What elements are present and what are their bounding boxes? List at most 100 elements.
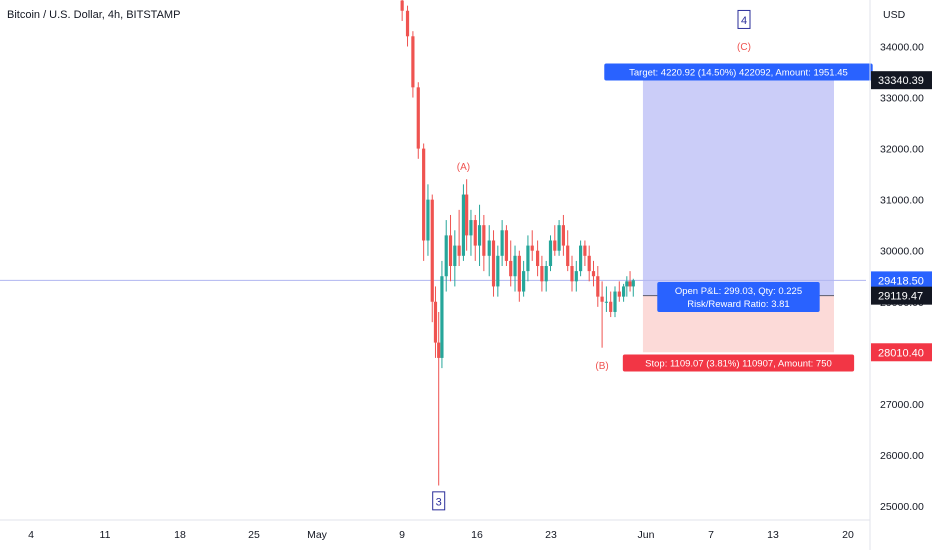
candle[interactable] (613, 286, 617, 318)
candle[interactable] (600, 281, 604, 348)
candle[interactable] (517, 250, 521, 302)
candle[interactable] (625, 276, 629, 297)
target-zone[interactable] (642, 80, 834, 296)
candle[interactable] (596, 266, 600, 307)
candle[interactable] (430, 194, 434, 323)
wave-label: (C) (737, 42, 751, 53)
candle[interactable] (566, 230, 570, 272)
stop-price-tag-text: 28010.40 (878, 347, 924, 359)
candle[interactable] (477, 204, 482, 267)
stop-label-text: Stop: 1109.07 (3.81%) 110907, Amount: 75… (645, 359, 832, 370)
stop-label-badge[interactable] (622, 354, 855, 372)
target-price-tag[interactable] (871, 71, 932, 90)
entry-price-tag[interactable] (871, 286, 932, 305)
candle[interactable] (453, 230, 457, 287)
candle[interactable] (405, 5, 410, 47)
time-tick-label: 16 (471, 529, 483, 541)
candle[interactable] (579, 240, 583, 277)
candle[interactable] (482, 214, 486, 272)
candle[interactable] (574, 260, 578, 292)
candle[interactable] (491, 230, 496, 297)
candle-body (517, 255, 521, 292)
candle[interactable] (433, 286, 438, 358)
candle[interactable] (604, 286, 608, 312)
candle[interactable] (513, 245, 517, 292)
candle[interactable] (457, 209, 461, 267)
candle[interactable] (583, 240, 587, 267)
candle[interactable] (628, 271, 632, 292)
candle[interactable] (504, 225, 509, 267)
candle-body (453, 245, 457, 267)
candle[interactable] (411, 31, 415, 98)
candle-body (625, 281, 629, 287)
candle[interactable] (461, 184, 466, 261)
candle[interactable] (536, 240, 540, 277)
candle-body (522, 271, 526, 292)
candle[interactable] (544, 260, 548, 292)
candle-body (496, 255, 500, 287)
candle[interactable] (622, 283, 626, 302)
candle-body (548, 240, 553, 267)
candle[interactable] (591, 260, 596, 287)
candle[interactable] (540, 255, 544, 292)
candle-body (465, 194, 469, 236)
candle-body (482, 225, 486, 256)
candle[interactable] (553, 225, 557, 256)
candle[interactable] (473, 214, 477, 261)
candle-body (430, 199, 434, 302)
time-tick-label: 20 (842, 529, 854, 541)
pnl-label-badge[interactable] (657, 282, 820, 312)
wave-label: (B) (595, 361, 608, 372)
candle-body (579, 245, 583, 272)
candle[interactable] (500, 220, 504, 267)
candle[interactable] (437, 311, 441, 486)
stop-price-tag[interactable] (871, 343, 932, 362)
candle-body (405, 10, 410, 37)
candle[interactable] (548, 235, 553, 272)
candle[interactable] (522, 260, 526, 297)
price-tick-label: 30000.00 (880, 246, 924, 258)
candle-body (469, 220, 473, 236)
candle-body (540, 266, 544, 282)
candle-body (500, 230, 504, 256)
candle[interactable] (631, 278, 635, 297)
candle-body (557, 225, 561, 251)
candle[interactable] (426, 184, 430, 256)
candle[interactable] (496, 245, 500, 297)
target-label-badge[interactable] (604, 63, 873, 81)
time-tick-label: 9 (399, 529, 405, 541)
candle[interactable] (400, 0, 404, 21)
candle[interactable] (587, 245, 591, 282)
entry-price-tag-text: 29119.47 (878, 291, 923, 303)
time-tick-label: 18 (174, 529, 186, 541)
candle[interactable] (440, 260, 444, 369)
candle[interactable] (416, 82, 420, 159)
time-tick-label: 13 (767, 529, 779, 541)
candle[interactable] (561, 214, 565, 256)
price-tick-label: 27000.00 (880, 399, 924, 411)
target-price-tag-text: 33340.39 (878, 75, 924, 87)
candle[interactable] (469, 209, 473, 256)
price-tick-label: 31000.00 (880, 195, 924, 207)
candle-body (530, 245, 534, 251)
candle-body (416, 87, 420, 149)
candle[interactable] (609, 291, 613, 318)
candle-body (604, 301, 608, 303)
candle[interactable] (448, 214, 453, 282)
price-tick-label: 32000.00 (880, 144, 924, 156)
time-tick-label: Jun (638, 529, 655, 541)
candle[interactable] (526, 235, 530, 282)
candle[interactable] (422, 143, 426, 261)
candle[interactable] (444, 220, 448, 292)
candle[interactable] (617, 281, 621, 302)
candle[interactable] (487, 225, 491, 277)
pnl-label-text: Open P&L: 299.03, Qty: 0.225 (675, 286, 802, 297)
candle[interactable] (465, 179, 469, 251)
candle[interactable] (509, 240, 513, 287)
candle[interactable] (570, 255, 574, 292)
candle[interactable] (530, 230, 534, 261)
candle[interactable] (557, 220, 561, 256)
price-tick-label: 33000.00 (880, 93, 924, 105)
